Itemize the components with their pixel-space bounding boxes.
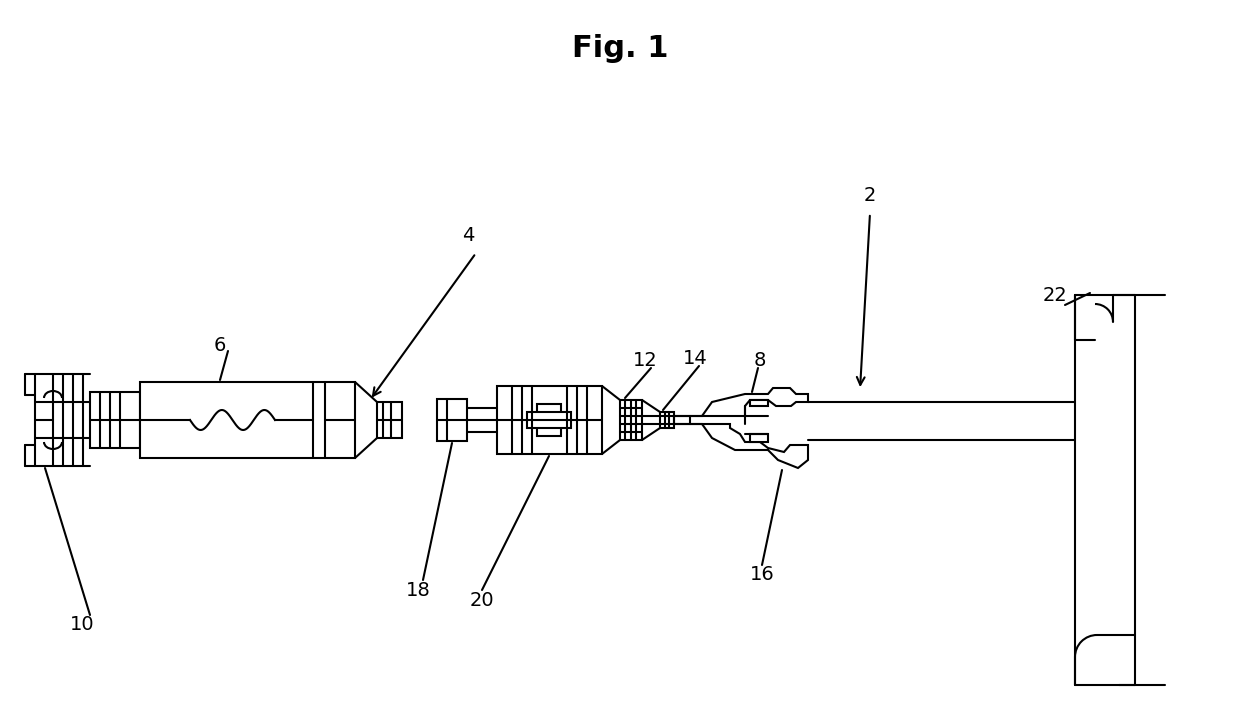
Text: 4: 4 bbox=[461, 225, 474, 245]
Text: 16: 16 bbox=[750, 565, 774, 585]
Polygon shape bbox=[689, 388, 808, 416]
Bar bbox=[660, 412, 675, 428]
Bar bbox=[527, 412, 570, 428]
Bar bbox=[537, 404, 560, 436]
Bar bbox=[436, 399, 467, 441]
Text: 22: 22 bbox=[1043, 286, 1068, 305]
Bar bbox=[377, 402, 402, 438]
Text: 8: 8 bbox=[754, 351, 766, 369]
Text: 10: 10 bbox=[69, 616, 94, 634]
Polygon shape bbox=[750, 400, 768, 406]
Text: 18: 18 bbox=[405, 580, 430, 600]
Text: 20: 20 bbox=[470, 590, 495, 610]
Text: 2: 2 bbox=[864, 186, 877, 204]
Text: 12: 12 bbox=[632, 351, 657, 369]
Polygon shape bbox=[689, 424, 808, 468]
Text: 14: 14 bbox=[683, 348, 707, 367]
Bar bbox=[497, 386, 601, 454]
Polygon shape bbox=[750, 434, 768, 442]
Text: 6: 6 bbox=[213, 336, 226, 354]
Bar bbox=[91, 392, 140, 448]
Text: Fig. 1: Fig. 1 bbox=[572, 34, 668, 63]
Bar bbox=[620, 400, 642, 440]
Bar bbox=[140, 382, 355, 458]
